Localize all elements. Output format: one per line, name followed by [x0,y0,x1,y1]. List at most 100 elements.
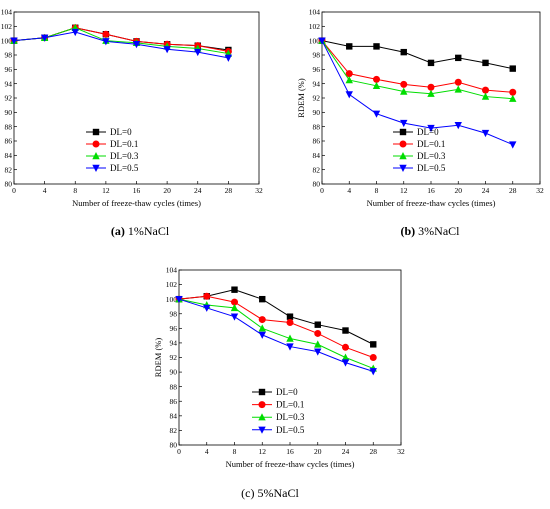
data-point [454,78,462,86]
y-tick-label: 86 [5,137,13,146]
y-tick-label: 82 [313,165,321,174]
legend-marker [399,164,407,172]
data-point [286,313,294,320]
data-point [481,129,490,138]
caption-text: 3%NaCl [415,224,460,238]
data-point [427,83,435,91]
y-tick-label: 88 [5,122,13,131]
data-point [231,286,238,293]
y-tick-label: 94 [313,79,321,88]
data-point [455,54,462,62]
y-tick-label: 82 [170,426,178,435]
y-tick-label: 104 [309,8,321,17]
series-line [321,40,513,146]
data-point [342,327,349,334]
chart-caption: (c) 5%NaCl [241,486,299,500]
y-tick-label: 92 [313,94,321,103]
x-tick-label: 16 [286,447,294,456]
legend-marker [92,128,100,136]
legend-marker [258,413,266,421]
legend-label: DL=0.3 [417,151,446,161]
y-tick-label: 96 [5,65,13,74]
x-tick-label: 0 [12,186,16,195]
data-point [175,295,183,304]
y-tick-label: 86 [313,137,321,146]
legend-label: DL=0.5 [276,425,305,435]
data-point [369,354,377,361]
legend-marker [258,426,266,434]
data-point [346,43,353,50]
legend-label: DL=0 [417,127,439,137]
x-tick-label: 12 [400,186,408,195]
data-point [258,331,266,339]
series-line [178,298,374,369]
data-point [258,324,266,332]
y-tick-label: 104 [166,266,178,275]
data-point [102,38,110,46]
legend-marker [92,164,100,172]
chart-a: 0 4 8 12 16 20 24 28 32 80 82 84 86 88 90 92 94 96 98 100 10… [1,8,263,238]
series-line [178,295,374,358]
x-tick-label: 12 [102,186,110,195]
x-tick-label: 20 [455,186,463,195]
legend-marker [258,388,266,396]
data-point [258,316,266,324]
caption-text: 1%NaCl [125,224,170,238]
x-tick-label: 28 [509,186,517,195]
legend: DL=0 DL=0.1 DL=0.3 DL=0.5 [252,387,305,435]
y-tick-label: 96 [313,65,321,74]
legend: DL=0 DL=0.1 DL=0.3 DL=0.5 [86,127,139,173]
data-point [314,321,321,328]
legend: DL=0 DL=0.1 DL=0.3 DL=0.5 [393,127,446,173]
y-tick-label: 92 [170,353,178,362]
y-tick-label: 86 [170,397,178,406]
x-axis-label: Number of freeze-thaw cycles (times) [226,459,355,469]
data-point [203,292,211,300]
chart-caption: (b) 3%NaCl [401,224,461,238]
x-tick-label: 12 [259,447,267,456]
y-tick-label: 82 [5,165,13,174]
data-point [454,122,462,130]
legend-marker [92,152,100,160]
legend-label: DL=0.5 [417,163,446,173]
x-tick-label: 0 [320,186,324,195]
data-point [427,89,435,97]
y-tick-label: 92 [5,94,13,103]
x-axis-label: Number of freeze-thaw cycles (times) [72,198,201,208]
y-tick-label: 102 [1,22,13,31]
caption-text: (c) 5%NaCl [241,486,299,500]
data-point [71,28,79,37]
y-tick-label: 84 [170,411,178,420]
data-point [203,304,211,312]
y-tick-label: 88 [170,382,178,391]
y-tick-label: 90 [5,108,13,117]
x-tick-label: 28 [225,186,233,195]
data-point [286,343,294,351]
data-point [345,91,353,99]
data-point [369,368,377,376]
data-point [370,341,377,348]
data-point [10,37,18,45]
y-tick-label: 98 [5,51,13,60]
series-line [13,31,229,59]
y-tick-label: 94 [5,79,13,88]
legend-label: DL=0.3 [110,151,139,161]
y-tick-label: 94 [170,339,178,348]
y-tick-label: 88 [313,122,321,131]
y-tick-label: 98 [170,309,178,318]
data-point [230,303,239,312]
x-tick-label: 8 [73,186,77,195]
data-point [40,34,49,42]
x-tick-label: 8 [375,186,379,195]
chart-c: 0 4 8 12 16 20 24 28 32 80 82 84 86 88 90 92 94 96 98 100 10… [153,266,405,500]
data-point [400,48,407,56]
y-tick-label: 96 [170,324,178,333]
x-tick-label: 20 [163,186,171,195]
data-point [509,94,517,102]
y-tick-label: 98 [313,51,321,60]
x-tick-label: 24 [342,447,350,456]
series-line [321,40,513,100]
x-axis-label: Number of freeze-thaw cycles (times) [367,198,496,208]
y-tick-label: 102 [309,22,321,31]
